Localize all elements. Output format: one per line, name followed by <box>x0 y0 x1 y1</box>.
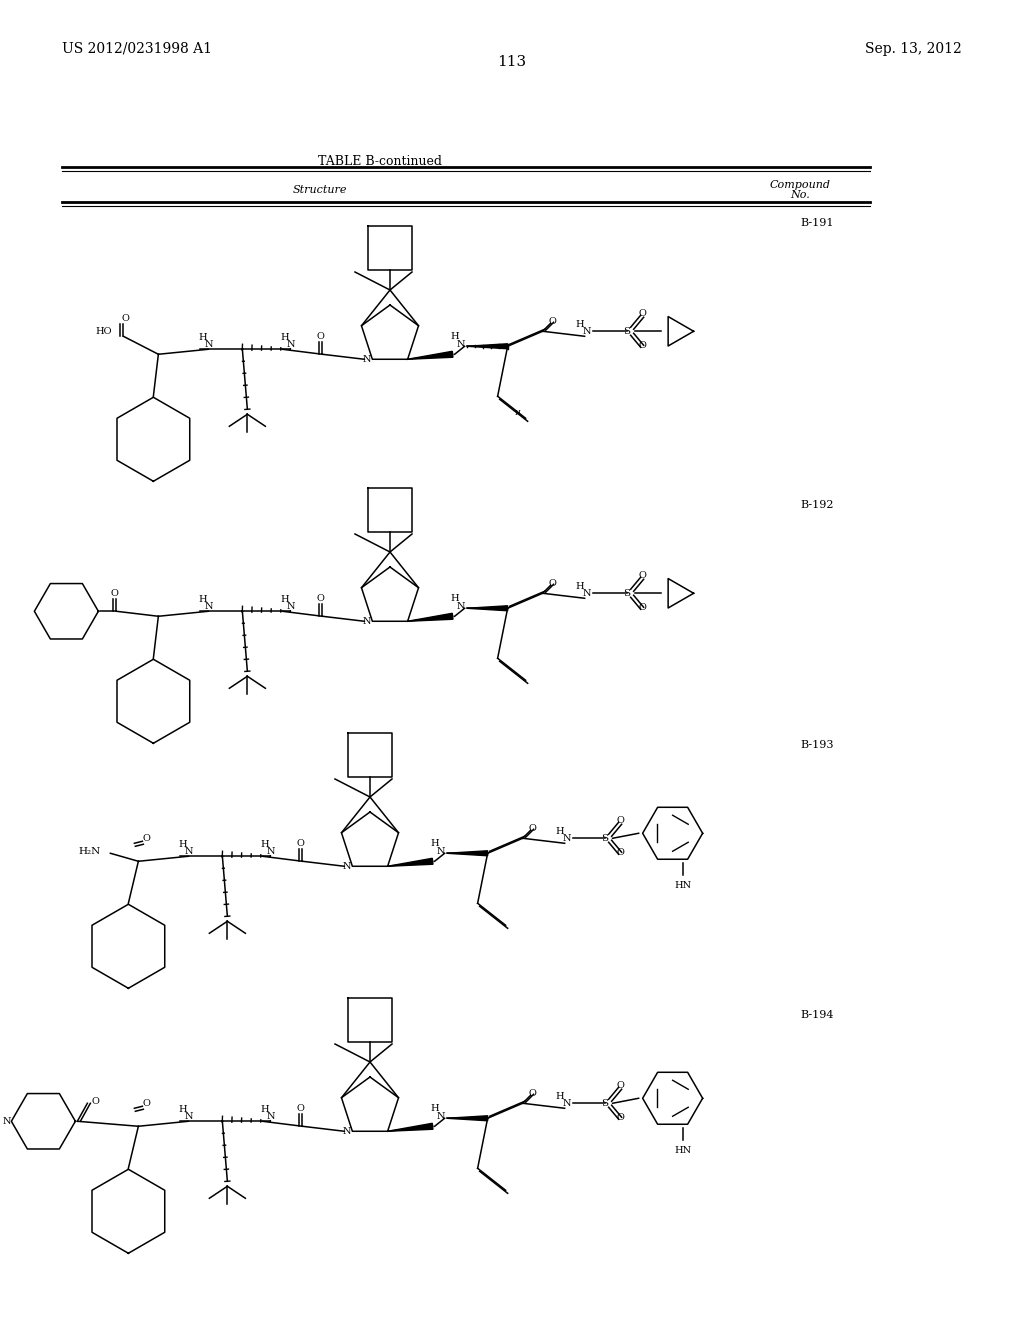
Text: N: N <box>436 846 444 855</box>
Text: H: H <box>198 595 207 603</box>
Text: H: H <box>198 333 207 342</box>
Text: O: O <box>616 816 625 825</box>
Text: Sep. 13, 2012: Sep. 13, 2012 <box>865 42 962 55</box>
Text: O: O <box>549 578 557 587</box>
Text: S: S <box>601 1098 608 1107</box>
Text: N: N <box>266 1111 274 1121</box>
Polygon shape <box>446 851 487 855</box>
Text: O: O <box>549 317 557 326</box>
Text: O: O <box>639 603 646 611</box>
Text: H: H <box>555 826 564 836</box>
Text: N: N <box>184 1111 193 1121</box>
Text: N: N <box>362 355 371 364</box>
Text: S: S <box>623 327 630 335</box>
Text: H: H <box>451 594 459 603</box>
Text: Compound: Compound <box>769 180 830 190</box>
Text: US 2012/0231998 A1: US 2012/0231998 A1 <box>62 42 212 55</box>
Text: H: H <box>260 840 268 849</box>
Text: N: N <box>204 339 213 348</box>
Text: O: O <box>528 824 537 833</box>
Text: N: N <box>286 602 295 611</box>
Text: B-192: B-192 <box>800 500 834 510</box>
Text: O: O <box>616 847 625 857</box>
Polygon shape <box>467 606 508 611</box>
Text: H: H <box>575 319 584 329</box>
Text: O: O <box>616 1113 625 1122</box>
Text: O: O <box>296 1104 304 1113</box>
Text: N: N <box>562 1098 571 1107</box>
Text: N: N <box>583 327 591 335</box>
Text: H: H <box>430 1104 439 1113</box>
Text: H: H <box>178 1105 186 1114</box>
Text: N: N <box>457 602 465 611</box>
Text: N: N <box>342 1127 350 1135</box>
Text: H: H <box>430 838 439 847</box>
Text: 113: 113 <box>498 55 526 69</box>
Text: O: O <box>639 309 646 318</box>
Polygon shape <box>388 858 433 866</box>
Text: O: O <box>111 589 119 598</box>
Text: H: H <box>280 333 289 342</box>
Text: B-193: B-193 <box>800 741 834 750</box>
Text: N: N <box>583 589 591 598</box>
Polygon shape <box>446 1115 487 1121</box>
Polygon shape <box>388 1123 433 1131</box>
Text: N: N <box>184 846 193 855</box>
Text: S: S <box>601 834 608 842</box>
Text: B-191: B-191 <box>800 218 834 228</box>
Text: N: N <box>457 339 465 348</box>
Text: O: O <box>122 314 129 323</box>
Text: B-194: B-194 <box>800 1010 834 1020</box>
Text: O: O <box>316 594 325 603</box>
Text: H: H <box>575 582 584 591</box>
Text: N: N <box>3 1117 11 1126</box>
Text: N: N <box>436 1111 444 1121</box>
Text: Structure: Structure <box>293 185 347 195</box>
Text: N: N <box>286 339 295 348</box>
Polygon shape <box>408 614 453 622</box>
Text: No.: No. <box>791 190 810 201</box>
Text: H: H <box>280 595 289 603</box>
Text: O: O <box>296 838 304 847</box>
Text: S: S <box>623 589 630 598</box>
Text: H: H <box>555 1092 564 1101</box>
Text: O: O <box>528 1089 537 1098</box>
Text: H₂N: H₂N <box>78 846 100 855</box>
Text: H: H <box>451 331 459 341</box>
Text: N: N <box>204 602 213 611</box>
Text: O: O <box>639 570 646 579</box>
Text: H: H <box>178 840 186 849</box>
Text: N: N <box>362 616 371 626</box>
Text: O: O <box>142 834 151 842</box>
Text: O: O <box>91 1097 99 1106</box>
Text: H: H <box>260 1105 268 1114</box>
Text: N: N <box>342 862 350 871</box>
Polygon shape <box>467 343 508 348</box>
Text: HO: HO <box>95 327 112 335</box>
Text: HN: HN <box>674 880 691 890</box>
Text: H: H <box>515 409 520 417</box>
Text: HN: HN <box>674 1146 691 1155</box>
Text: O: O <box>142 1098 151 1107</box>
Text: N: N <box>562 834 571 842</box>
Polygon shape <box>408 351 453 359</box>
Text: O: O <box>616 1081 625 1090</box>
Text: N: N <box>266 846 274 855</box>
Text: TABLE B-continued: TABLE B-continued <box>318 154 442 168</box>
Text: O: O <box>639 341 646 350</box>
Text: O: O <box>316 331 325 341</box>
